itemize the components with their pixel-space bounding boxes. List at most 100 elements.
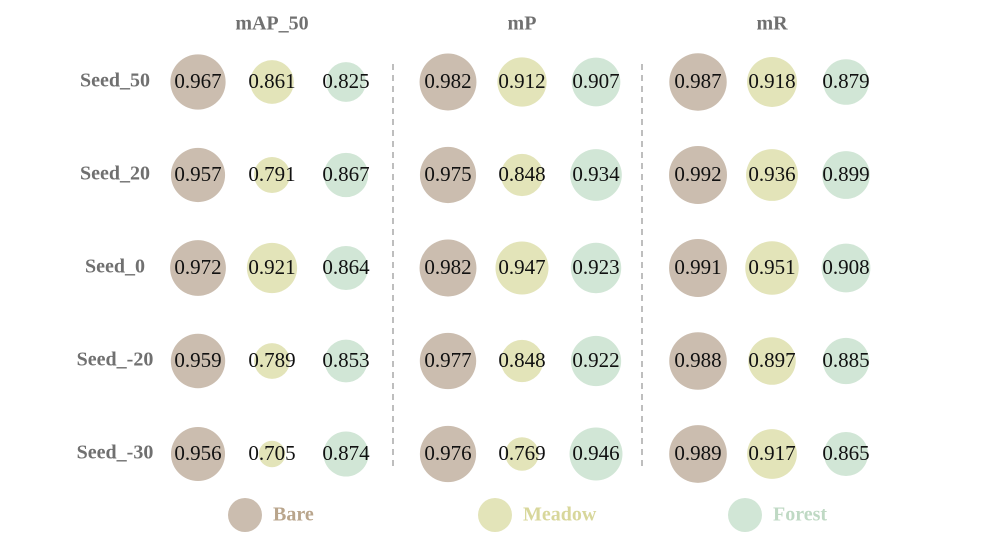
data-label: 0.936 [748,162,795,186]
data-label: 0.946 [572,441,619,465]
bubble-meadow [250,60,294,104]
data-label: 0.956 [174,441,221,465]
legend-swatch-bare [228,498,262,532]
bubble-forest [570,149,622,201]
bubble-meadow [495,241,549,295]
data-label: 0.982 [424,69,471,93]
data-label: 0.897 [748,348,795,372]
bubble-bare [170,426,226,482]
bubble-forest [821,243,871,293]
data-label: 0.991 [674,255,721,279]
data-label: 0.987 [674,69,721,93]
row-label: Seed_50 [80,70,150,92]
legend-label-meadow: Meadow [523,504,597,526]
bubble-meadow [500,153,544,197]
data-label: 0.917 [748,441,795,465]
data-label: 0.951 [748,255,795,279]
legend-label-forest: Forest [773,504,827,526]
data-label: 0.923 [572,255,619,279]
data-label: 0.976 [424,441,471,465]
data-label: 0.947 [498,255,545,279]
data-label: 0.899 [822,162,869,186]
bubble-bare [669,239,727,297]
data-label: 0.918 [748,69,795,93]
bubble-forest [569,427,623,481]
bubble-meadow [258,440,286,468]
data-label: 0.989 [674,441,721,465]
legend-label-bare: Bare [273,504,314,526]
bubble-bare [170,54,226,110]
bubble-bare [669,425,727,483]
data-label: 0.864 [322,255,370,279]
bubble-bare [669,146,727,204]
bubble-bare [669,53,727,111]
legend: Bare Meadow Forest [228,498,827,532]
data-label: 0.769 [498,441,545,465]
bubble-bare [419,239,477,297]
data-label: 0.988 [674,348,721,372]
row-labels: Seed_50 Seed_20 Seed_0 Seed_-20 Seed_-30 [77,70,154,464]
group-title-map-50: mAP_50 [235,13,308,35]
data-label: 0.977 [424,348,471,372]
bubble-forest [570,242,622,294]
row-label: Seed_-20 [77,349,154,371]
bubble-forest [822,337,870,385]
bubble-forest [822,151,870,199]
data-label: 0.789 [248,348,295,372]
bubble-meadow [747,57,797,107]
data-label: 0.982 [424,255,471,279]
bubble-meadow [745,241,799,295]
bubble-forest [323,152,369,198]
data-label: 0.921 [248,255,295,279]
bubble-forest [323,431,369,477]
bubble-bare [170,147,226,203]
data-label: 0.867 [322,162,369,186]
bubble-forest [324,339,368,383]
bubble-forest [571,57,621,107]
bubble-meadow [748,337,796,385]
data-label: 0.825 [322,69,369,93]
bubble-bare [419,332,477,390]
data-label: 0.791 [248,162,295,186]
bubble-meadow [497,57,547,107]
legend-swatch-meadow [478,498,512,532]
bubble-forest [326,62,366,102]
data-label: 0.957 [174,162,221,186]
bubble-bare [170,333,226,389]
data-label: 0.967 [174,69,221,93]
bubble-bare [419,425,477,483]
bubble-forest [823,431,869,477]
group-title-mp: mP [508,13,537,35]
data-label: 0.972 [174,255,221,279]
bubble-bare [669,332,727,390]
group-dividers [392,64,643,467]
bubble-forest [324,246,368,290]
data-label: 0.879 [822,69,869,93]
data-label: 0.853 [322,348,369,372]
bubble-meadow [254,343,290,379]
data-label: 0.848 [498,162,545,186]
data-label: 0.865 [822,441,869,465]
bubble-forest [570,335,622,387]
data-label: 0.874 [322,441,370,465]
bubble-meadow [500,339,544,383]
data-label: 0.705 [248,441,295,465]
group-title-mr: mR [756,13,788,35]
legend-swatch-forest [728,498,762,532]
data-label: 0.908 [822,255,869,279]
data-label: 0.934 [572,162,620,186]
data-label: 0.992 [674,162,721,186]
data-label: 0.975 [424,162,471,186]
bubble-forest [823,59,869,105]
data-label: 0.959 [174,348,221,372]
bubble-bare [419,53,477,111]
group-titles: mAP_50 mP mR [235,13,788,35]
bubble-meadow [254,157,290,193]
data-label: 0.848 [498,348,545,372]
bubble-meadow [505,437,539,471]
row-label: Seed_20 [80,163,150,185]
bubble-meadow [246,242,298,294]
data-label: 0.885 [822,348,869,372]
row-label: Seed_0 [85,256,145,278]
